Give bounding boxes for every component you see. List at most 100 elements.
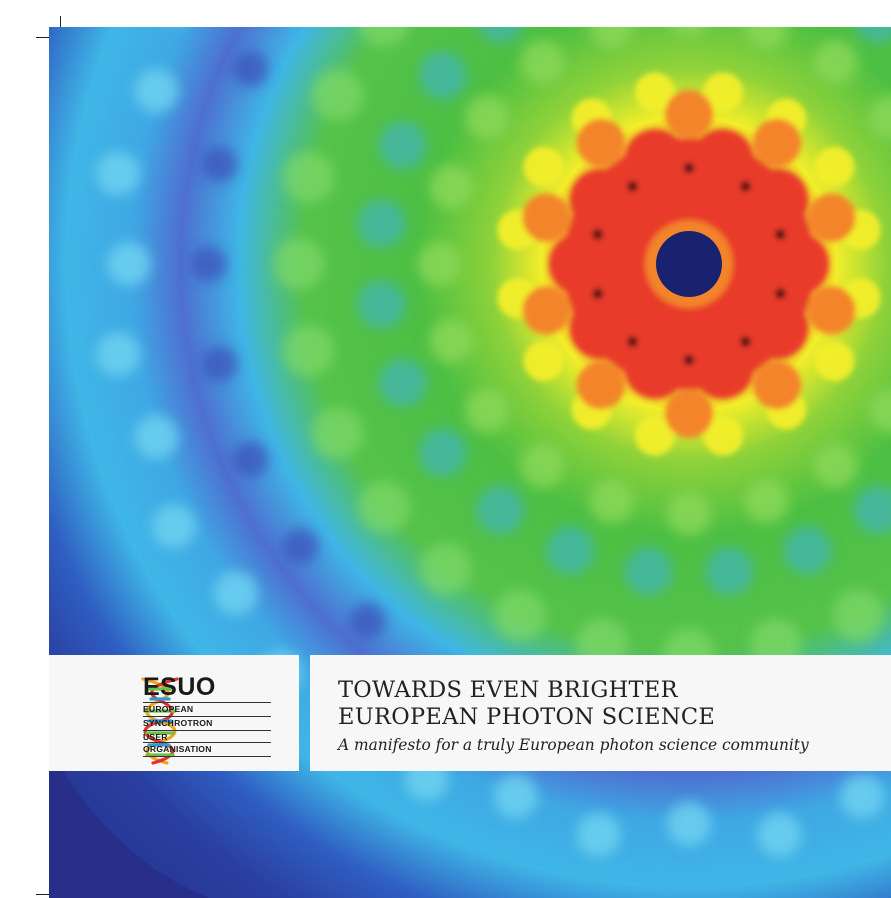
outer-ring-spot [493,774,538,819]
dark-spot [684,355,694,365]
red-lobe [747,169,808,230]
orange-petal [576,118,625,167]
outer-ring-spot [151,504,196,549]
inner-green-spot [417,242,461,286]
subtitle: A manifesto for a truly European photon … [338,736,809,754]
orange-petal [753,118,802,167]
logo-divider [143,730,271,731]
cyan-ring-spot [476,485,525,534]
cyan-ring-spot [853,485,891,534]
inner-green-spot [589,27,634,49]
inner-green-spot [429,319,474,364]
title-line-2: EUROPEAN PHOTON SCIENCE [338,704,716,730]
outer-ring-spot [576,812,621,857]
cyan-ring-spot [478,27,523,43]
dark-spot [775,229,786,240]
inner-green-spot [464,388,509,433]
dark-spot [775,288,786,299]
orange-petal [576,361,625,410]
crop-mark-top-v [60,16,61,34]
logo-line-synchrotron: SYNCHROTRON [143,718,213,728]
center-hole [656,231,722,297]
inner-green-spot [744,27,789,49]
cyan-ring-spot [624,547,673,596]
cyan-ring-spot [378,121,427,170]
outer-ring-spot [107,242,151,286]
inner-green-spot [589,479,634,524]
diffraction-pattern-image [49,27,891,898]
inner-green-spot [667,492,711,536]
orange-petal [665,90,713,138]
title-line-1: TOWARDS EVEN BRIGHTER [338,677,678,703]
cyan-ring-spot [705,547,754,596]
outer-ring-spot [96,332,141,377]
crop-mark-top-h [36,37,58,38]
red-lobe [692,129,753,190]
dark-spot [684,163,694,173]
green-ring-spot [358,481,411,534]
cyan-ring-spot [378,358,427,407]
yellow-spot [523,341,564,382]
logo-line-european: EUROPEAN [143,704,194,714]
inner-green-spot [813,39,858,84]
dark-ring-spot [201,345,238,382]
yellow-spot [703,415,744,456]
yellow-spot [814,146,855,187]
dark-spot [627,336,638,347]
cyan-ring-spot [783,526,832,575]
logo-divider [143,716,271,717]
outer-ring-spot [667,802,711,846]
dark-ring-spot [191,246,227,282]
cyan-ring-spot [855,27,891,43]
cyan-ring-spot [419,428,468,477]
orange-petal [522,286,571,335]
yellow-spot [814,341,855,382]
title-panel [310,655,891,771]
logo-line-organisation: ORGANISATION [143,744,212,754]
red-lobe [625,338,686,399]
inner-green-spot [671,27,707,36]
crop-mark-bottom-h [36,894,58,895]
double-helix-logo-icon [141,677,179,765]
logo-divider [143,756,271,757]
inner-green-spot [520,444,565,489]
cyan-ring-spot [357,199,406,248]
logo-divider [143,702,271,703]
dark-ring-spot [282,528,319,565]
orange-petal [753,361,802,410]
dark-ring-spot [232,441,269,478]
orange-petal [807,193,856,242]
outer-ring-spot [840,774,885,819]
inner-green-spot [464,95,509,140]
inner-green-spot [429,164,474,209]
orange-petal [807,286,856,335]
green-ring-spot [358,27,410,47]
yellow-spot [634,415,675,456]
logo-acronym: ESUO [143,673,216,701]
outer-ring-spot [134,68,179,113]
orange-petal [522,193,571,242]
dark-ring-spot [232,50,269,87]
orange-petal [665,390,713,438]
dark-spot [740,181,751,192]
yellow-spot [523,146,564,187]
green-ring-spot [493,589,546,642]
red-lobe [692,338,753,399]
dark-ring-spot [349,602,386,639]
green-ring-spot [273,238,325,290]
red-lobe [747,298,808,359]
dark-spot [592,229,603,240]
logo-divider [143,742,271,743]
inner-green-spot [869,388,891,433]
green-ring-spot [419,542,472,595]
outer-ring-spot [96,151,141,196]
red-lobe [570,298,631,359]
inner-green-spot [744,479,789,524]
outer-ring-spot [134,415,179,460]
yellow-spot [634,72,675,113]
dark-spot [592,288,603,299]
green-ring-spot [311,407,364,460]
green-ring-spot [282,324,335,377]
outer-ring-spot [213,571,258,616]
cover-image [49,27,891,898]
